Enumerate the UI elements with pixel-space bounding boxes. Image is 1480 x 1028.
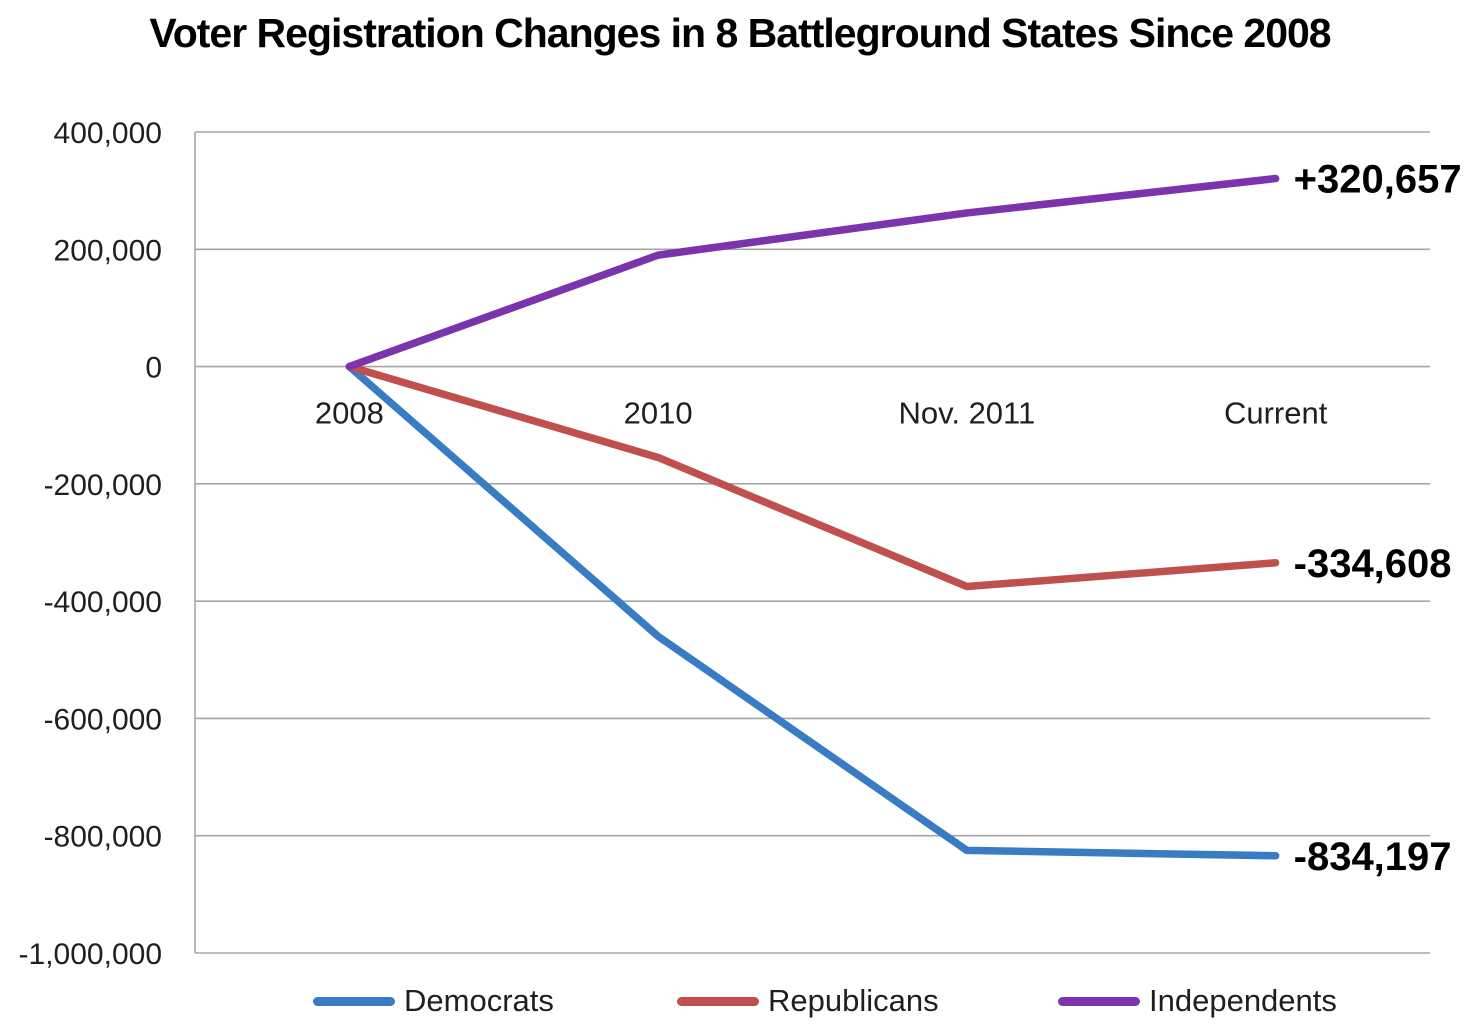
y-tick-label: -200,000	[44, 469, 162, 502]
series-line-democrats	[345, 362, 1280, 860]
series-line-republicans	[345, 362, 1280, 591]
series-end-label-republicans: -334,608	[1294, 542, 1452, 586]
legend-item-democrats: Democrats	[313, 983, 554, 1019]
chart-title: Voter Registration Changes in 8 Battlegr…	[149, 10, 1331, 56]
legend-label-democrats: Democrats	[404, 983, 554, 1018]
y-tick-label: -800,000	[44, 821, 162, 854]
y-tick-label: -400,000	[44, 586, 162, 619]
y-tick-label: -600,000	[44, 703, 162, 736]
legend-label-independents: Independents	[1149, 983, 1337, 1018]
legend-swatch-republicans	[677, 996, 759, 1006]
legend-swatch-democrats	[313, 996, 395, 1006]
legend-label-republicans: Republicans	[768, 983, 939, 1018]
x-axis-label: 2008	[315, 396, 384, 431]
series-line-independents	[345, 174, 1280, 371]
legend-item-republicans: Republicans	[677, 983, 939, 1019]
y-tick-label: 200,000	[54, 234, 162, 267]
series-end-label-independents: +320,657	[1294, 158, 1462, 202]
legend-item-independents: Independents	[1058, 983, 1337, 1019]
legend-swatch-independents	[1058, 996, 1140, 1006]
x-axis-label: 2010	[624, 396, 693, 431]
series-end-label-democrats: -834,197	[1294, 835, 1452, 879]
y-tick-label: -1,000,000	[19, 938, 162, 971]
x-axis-label: Current	[1224, 396, 1328, 431]
y-tick-label: 400,000	[54, 117, 162, 150]
y-tick-label: 0	[145, 352, 162, 385]
x-axis-label: Nov. 2011	[899, 396, 1036, 431]
